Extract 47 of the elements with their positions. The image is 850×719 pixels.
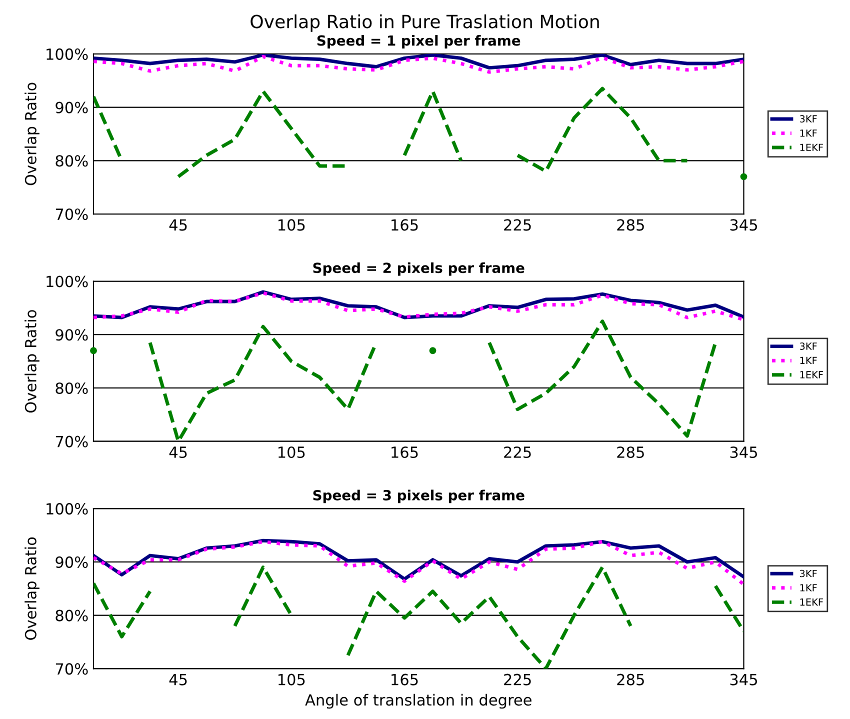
x-tick-label: 345 [730,674,757,686]
legend-label: 1KF [800,584,817,592]
x-tick-label: 165 [392,446,418,458]
x-axis-title: Angle of translation in degree [305,694,532,709]
x-tick-label: 105 [278,446,305,458]
chart-title: Speed = 3 pixels per frame [313,490,524,504]
y-axis-title: Overlap Ratio [24,82,40,186]
legend-label: 1KF [800,356,817,364]
x-tick-label: 225 [504,674,531,686]
x-tick-label: 225 [504,219,531,231]
x-tick-label: 345 [730,446,757,458]
legend-label: 3KF [800,115,817,123]
y-tick-label: 80% [56,610,88,622]
y-tick-label: 90% [56,329,88,341]
x-tick-label: 45 [169,674,187,686]
y-tick-label: 80% [56,382,88,394]
chart-title: Overlap Ratio in Pure Traslation Motion [250,14,599,32]
x-tick-label: 225 [504,446,531,458]
y-tick-label: 100% [46,276,88,288]
x-tick-label: 105 [278,674,305,686]
y-tick-label: 70% [56,208,88,220]
chart-title: Speed = 2 pixels per frame [313,262,524,276]
legend-label: 1EKF [800,144,823,151]
y-tick-label: 90% [56,556,88,568]
y-tick-label: 70% [56,436,88,448]
y-tick-label: 90% [56,102,88,114]
legend-label: 1EKF [800,371,823,378]
x-tick-label: 105 [278,219,305,231]
x-tick-label: 285 [617,446,644,458]
y-tick-label: 100% [46,503,88,515]
legend-label: 1KF [800,130,817,137]
y-axis-title: Overlap Ratio [24,310,40,413]
x-tick-label: 45 [169,219,187,231]
x-tick-label: 285 [617,219,644,231]
x-tick-label: 165 [392,219,418,231]
y-tick-label: 70% [56,663,88,675]
legend-label: 1EKF [800,598,823,606]
y-axis-title: Overlap Ratio [24,537,40,640]
x-tick-label: 285 [617,674,644,686]
y-tick-label: 100% [46,48,88,60]
y-tick-label: 80% [56,155,88,167]
x-tick-label: 345 [730,219,757,231]
legend-label: 3KF [800,570,817,578]
x-tick-label: 45 [169,446,187,458]
x-tick-label: 165 [392,674,418,686]
legend-label: 3KF [800,342,817,350]
chart-subtitle: Speed = 1 pixel per frame [317,35,520,48]
